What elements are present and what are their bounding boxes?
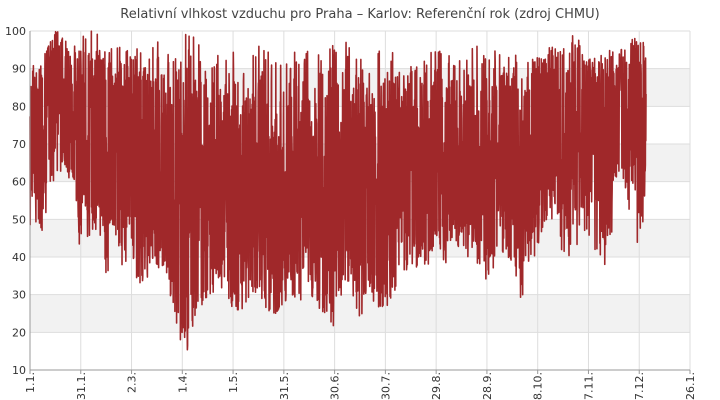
x-tick-label: 27.11. <box>582 372 595 400</box>
x-axis-ticks: 1.1. 31.1. 2.3. 1.4. 1.5. 31.5. 30.6. 30.7. 29.8… <box>24 372 697 400</box>
x-tick-label: 1.5. <box>227 372 240 393</box>
x-tick-label: 31.1. <box>75 372 88 400</box>
x-tick-label: 2.3. <box>126 372 139 393</box>
y-tick-label: 10 <box>12 364 26 377</box>
y-tick-label: 90 <box>12 63 26 76</box>
x-tick-label: 30.6. <box>329 372 342 400</box>
x-tick-label: 26.1. <box>684 372 697 400</box>
y-tick-label: 50 <box>12 213 26 226</box>
x-tick-label: 27.12. <box>633 372 646 400</box>
x-tick-label: 31.5. <box>278 372 291 400</box>
series-line <box>29 30 647 351</box>
x-tick-label: 28.10. <box>532 372 545 400</box>
y-tick-label: 100 <box>5 25 26 38</box>
series-area <box>29 30 647 351</box>
y-tick-label: 60 <box>12 176 26 189</box>
y-tick-label: 20 <box>12 326 26 339</box>
x-tick-label: 30.7. <box>379 372 392 400</box>
x-tick-label: 1.1. <box>24 372 37 393</box>
y-axis-ticks: 10 20 30 40 50 60 70 80 90 100 <box>5 25 26 377</box>
chart-title: Relativní vlhkost vzduchu pro Praha – Ka… <box>120 7 599 22</box>
y-tick-label: 30 <box>12 289 26 302</box>
x-tick-label: 29.8. <box>430 372 443 400</box>
axes <box>29 31 691 374</box>
y-tick-label: 80 <box>12 100 26 113</box>
y-tick-label: 40 <box>12 251 26 264</box>
x-tick-label: 28.9. <box>481 372 494 400</box>
x-tick-label: 1.4. <box>176 372 189 393</box>
y-tick-label: 70 <box>12 138 26 151</box>
